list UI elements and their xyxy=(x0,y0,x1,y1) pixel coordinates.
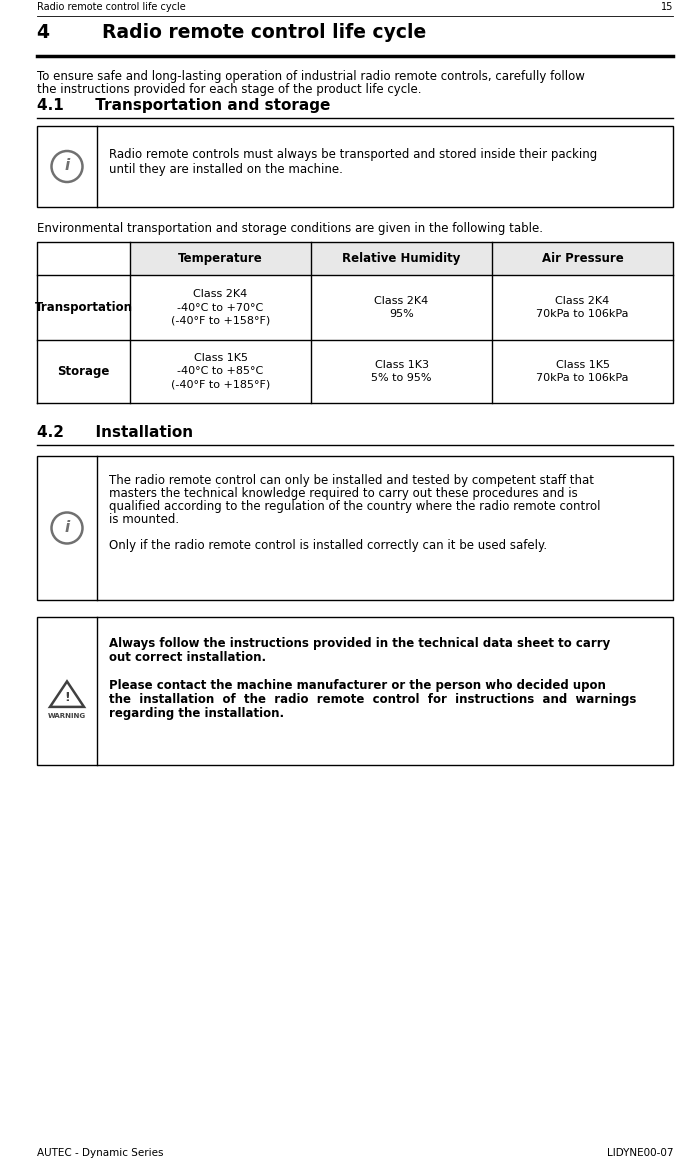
Text: Please contact the machine manufacturer or the person who decided upon: Please contact the machine manufacturer … xyxy=(109,679,606,692)
Text: AUTEC - Dynamic Series: AUTEC - Dynamic Series xyxy=(37,1148,163,1158)
Text: !: ! xyxy=(64,691,70,704)
Text: i: i xyxy=(64,520,70,534)
Text: the  installation  of  the  radio  remote  control  for  instructions  and  warn: the installation of the radio remote con… xyxy=(109,693,637,706)
Text: 4        Radio remote control life cycle: 4 Radio remote control life cycle xyxy=(37,23,426,42)
Text: Always follow the instructions provided in the technical data sheet to carry: Always follow the instructions provided … xyxy=(109,637,610,650)
FancyBboxPatch shape xyxy=(130,242,673,275)
Text: Class 2K4
-40°C to +70°C
(-40°F to +158°F): Class 2K4 -40°C to +70°C (-40°F to +158°… xyxy=(171,289,270,326)
Text: Class 2K4
70kPa to 106kPa: Class 2K4 70kPa to 106kPa xyxy=(536,296,629,319)
Text: Environmental transportation and storage conditions are given in the following t: Environmental transportation and storage… xyxy=(37,222,543,235)
Text: The radio remote control can only be installed and tested by competent staff tha: The radio remote control can only be ins… xyxy=(109,474,594,487)
Text: regarding the installation.: regarding the installation. xyxy=(109,707,284,720)
Text: Temperature: Temperature xyxy=(178,252,263,265)
Text: Storage: Storage xyxy=(57,365,110,378)
Text: Air Pressure: Air Pressure xyxy=(542,252,623,265)
Text: Radio remote controls must always be transported and stored inside their packing: Radio remote controls must always be tra… xyxy=(109,148,597,161)
Text: 4.2      Installation: 4.2 Installation xyxy=(37,425,193,440)
Text: i: i xyxy=(64,159,70,174)
Text: WARNING: WARNING xyxy=(48,713,86,719)
Text: Class 2K4
95%: Class 2K4 95% xyxy=(374,296,429,319)
Text: out correct installation.: out correct installation. xyxy=(109,651,266,664)
Text: Only if the radio remote control is installed correctly can it be used safely.: Only if the radio remote control is inst… xyxy=(109,539,547,552)
Text: Class 1K5
70kPa to 106kPa: Class 1K5 70kPa to 106kPa xyxy=(536,359,629,383)
FancyBboxPatch shape xyxy=(37,456,673,600)
FancyBboxPatch shape xyxy=(37,126,673,207)
Text: Class 1K3
5% to 95%: Class 1K3 5% to 95% xyxy=(371,359,432,383)
Text: masters the technical knowledge required to carry out these procedures and is: masters the technical knowledge required… xyxy=(109,487,578,499)
FancyBboxPatch shape xyxy=(37,617,673,766)
Text: Transportation: Transportation xyxy=(34,301,133,314)
Text: LIDYNE00-07: LIDYNE00-07 xyxy=(607,1148,673,1158)
Text: Relative Humidity: Relative Humidity xyxy=(342,252,461,265)
Text: qualified according to the regulation of the country where the radio remote cont: qualified according to the regulation of… xyxy=(109,499,600,513)
Text: until they are installed on the machine.: until they are installed on the machine. xyxy=(109,163,343,176)
Text: 15: 15 xyxy=(660,2,673,12)
Text: Class 1K5
-40°C to +85°C
(-40°F to +185°F): Class 1K5 -40°C to +85°C (-40°F to +185°… xyxy=(171,354,270,390)
Text: 4.1      Transportation and storage: 4.1 Transportation and storage xyxy=(37,98,330,113)
Text: is mounted.: is mounted. xyxy=(109,513,179,526)
Text: the instructions provided for each stage of the product life cycle.: the instructions provided for each stage… xyxy=(37,83,422,96)
Text: To ensure safe and long-lasting operation of industrial radio remote controls, c: To ensure safe and long-lasting operatio… xyxy=(37,70,585,83)
Text: Radio remote control life cycle: Radio remote control life cycle xyxy=(37,2,186,12)
